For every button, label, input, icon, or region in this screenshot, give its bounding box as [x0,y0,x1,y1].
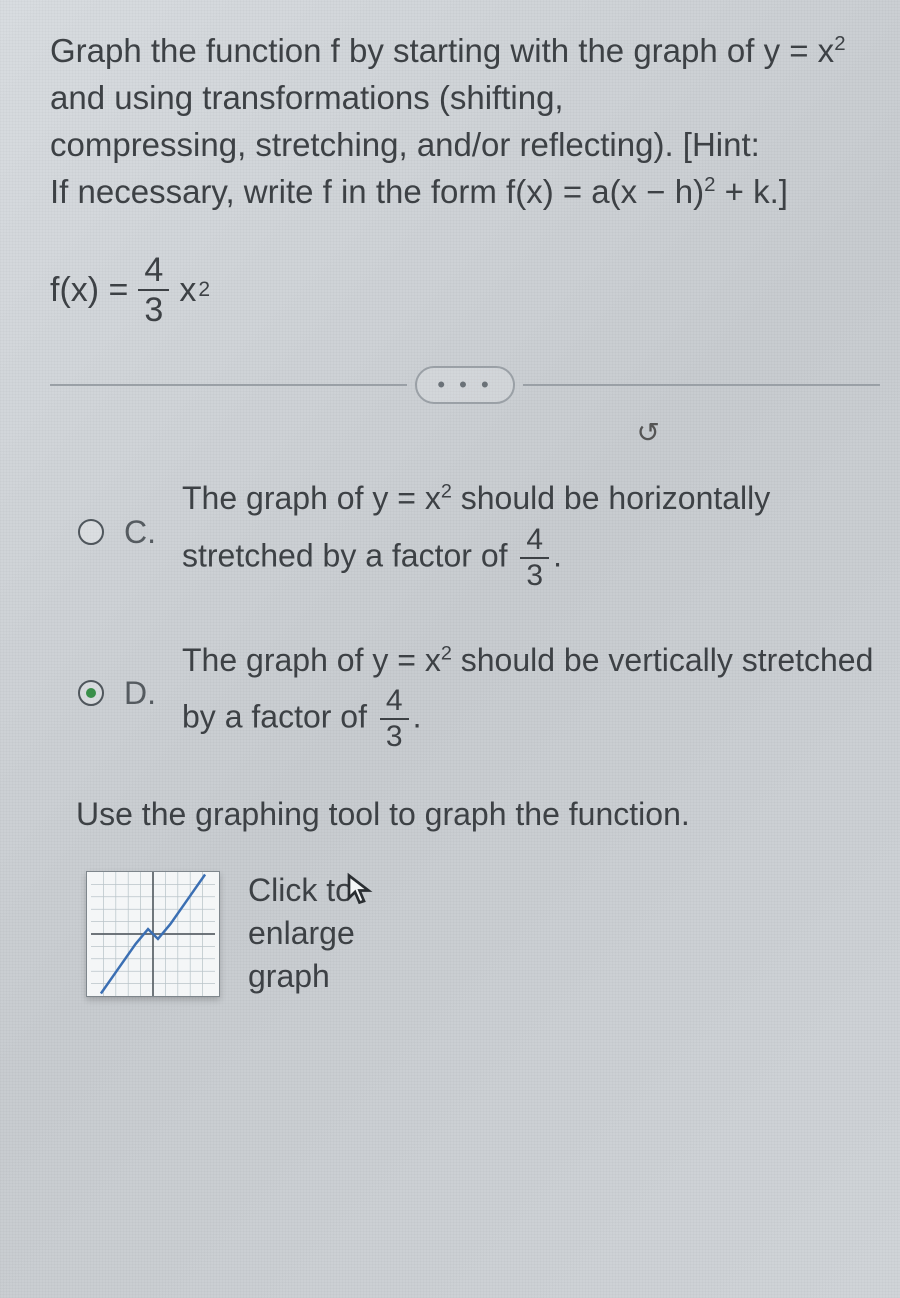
graph-instruction: Use the graphing tool to graph the funct… [76,796,880,833]
func-sup: 2 [198,278,210,302]
d-frac-n: 4 [380,686,409,720]
choice-d-text: The graph of y = x2 should be vertically… [182,635,880,752]
function-definition: f(x) = 4 3 x2 [50,253,210,327]
q-line4-pre: If necessary, write f in the form f(x) =… [50,173,704,210]
q-line1-sup: 2 [834,32,845,55]
func-fraction: 4 3 [138,253,169,327]
c-frac-d: 3 [526,559,543,591]
choice-c-row: C. The graph of y = x2 should be horizon… [50,473,880,590]
cursor-icon [343,871,379,916]
c-end: . [553,537,562,573]
c-sup: 2 [441,481,452,503]
c-pre: The graph of y = x [182,480,441,516]
frac-den: 3 [144,291,163,327]
enlarge-l1: Click to [248,872,353,908]
question-panel: Graph the function f by starting with th… [0,0,900,1018]
d-frac-d: 3 [386,720,403,752]
func-var: x [179,271,196,310]
c-frac: 43 [520,525,549,591]
q-line4-post: + k.] [715,173,787,210]
reset-icon[interactable]: ↺ [50,416,880,449]
expand-pill[interactable]: • • • [415,366,514,404]
choice-c-text: The graph of y = x2 should be horizontal… [182,473,880,590]
choice-c-letter: C. [124,514,162,551]
q-line2: and using transformations (shifting, [50,79,564,116]
enlarge-l3: graph [248,958,330,994]
question-text: Graph the function f by starting with th… [50,28,880,215]
func-lhs: f(x) = [50,271,128,310]
choices-group: C. The graph of y = x2 should be horizon… [50,473,880,751]
d-sup: 2 [441,642,452,664]
q-line4-sup: 2 [704,173,715,196]
d-pre: The graph of y = x [182,642,441,678]
enlarge-l2: enlarge [248,915,355,951]
graph-tool-row: Click to enlarge graph [86,869,880,999]
q-line1: Graph the function f by starting with th… [50,32,834,69]
d-end: . [413,698,422,734]
graph-thumbnail[interactable] [86,871,220,997]
radio-c[interactable] [78,519,104,545]
enlarge-label: Click to enlarge graph [248,869,355,999]
d-frac: 43 [380,686,409,752]
frac-num: 4 [138,253,169,291]
content-divider: • • • [50,383,880,386]
c-frac-n: 4 [520,525,549,559]
radio-d[interactable] [78,680,104,706]
thumb-plot-svg [87,872,219,996]
choice-d-row: D. The graph of y = x2 should be vertica… [50,635,880,752]
q-line3: compressing, stretching, and/or reflecti… [50,126,760,163]
choice-d-letter: D. [124,675,162,712]
